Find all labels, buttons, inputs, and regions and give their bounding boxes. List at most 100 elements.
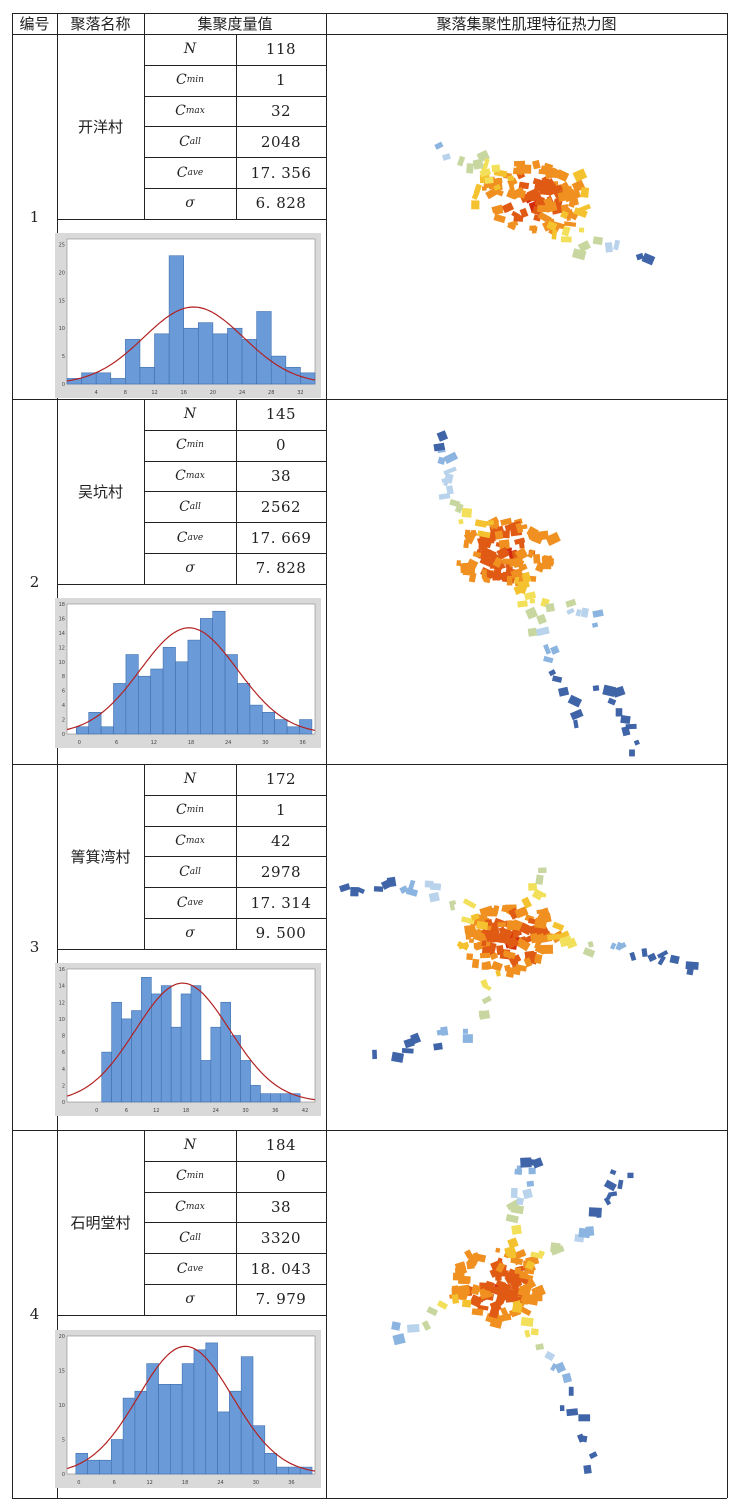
building-footprint	[568, 1386, 574, 1396]
normal-curve	[66, 627, 316, 731]
metric-subscript: max	[185, 105, 205, 116]
metric-symbol: C	[176, 164, 188, 181]
building-footprint	[463, 529, 478, 541]
building-footprint	[391, 1321, 401, 1331]
building-footprint	[478, 1009, 491, 1020]
building-footprint	[433, 1042, 443, 1051]
histogram-bar	[187, 639, 201, 735]
building-footprint	[350, 887, 359, 897]
building-footprint	[460, 916, 475, 925]
x-tick-label: 24	[217, 1480, 223, 1486]
metric-value: 184	[265, 1136, 297, 1155]
building-footprint	[468, 572, 477, 583]
building-footprint	[493, 1302, 502, 1312]
building-footprint	[505, 1213, 519, 1224]
metric-label: N	[144, 764, 236, 795]
x-tick-label: 30	[253, 1480, 259, 1486]
village-name: 石明堂村	[70, 1213, 131, 1232]
histogram-bar	[260, 1093, 271, 1103]
metric-symbol: N	[183, 406, 197, 423]
building-footprint	[479, 168, 492, 178]
heatmap-svg	[339, 867, 699, 1063]
building-footprint	[686, 966, 694, 976]
building-footprint	[577, 1433, 586, 1443]
y-tick-label: 20	[59, 1334, 65, 1340]
y-tick-label: 0	[62, 732, 65, 738]
building-footprint	[588, 1207, 602, 1218]
building-footprint	[428, 892, 440, 903]
building-footprint	[477, 530, 491, 539]
village-name: 吴坑村	[77, 482, 123, 501]
building-footprint	[421, 1320, 432, 1331]
building-footprint	[551, 675, 563, 683]
building-footprint	[541, 556, 551, 562]
building-footprint	[527, 1296, 539, 1306]
building-footprint	[629, 951, 637, 962]
x-tick-label: 12	[146, 1480, 152, 1486]
building-footprint	[405, 887, 419, 897]
metric-value: 32	[270, 101, 292, 120]
metric-label: σ	[144, 918, 236, 949]
building-footprint	[461, 507, 473, 518]
histogram-bar	[240, 1356, 254, 1475]
header-id: 编号	[19, 15, 50, 33]
building-footprint	[506, 920, 518, 930]
building-footprint	[647, 952, 657, 962]
section-rule	[12, 399, 727, 400]
building-footprint	[510, 1187, 518, 1199]
building-footprint	[372, 1049, 378, 1060]
metric-symbol: C	[176, 894, 188, 911]
building-footprint	[373, 886, 384, 892]
building-footprint	[578, 1414, 591, 1422]
building-footprint	[441, 477, 452, 483]
building-footprint	[497, 922, 506, 927]
building-footprint	[512, 1249, 527, 1261]
building-footprint	[495, 1273, 502, 1281]
building-footprint	[391, 1051, 405, 1063]
building-footprint	[575, 608, 582, 617]
building-footprint	[436, 430, 449, 442]
metric-rule	[144, 825, 326, 827]
building-footprint	[533, 933, 546, 945]
building-footprint	[471, 958, 480, 969]
histogram-bar	[276, 1466, 289, 1475]
building-footprint	[472, 551, 482, 558]
histogram-bar	[75, 1453, 88, 1475]
metric-label: N	[144, 34, 236, 65]
y-tick-label: 6	[62, 1050, 65, 1056]
building-footprint	[566, 607, 575, 615]
building-footprint	[543, 643, 552, 655]
y-tick-label: 5	[62, 354, 65, 360]
histogram-bar	[279, 1093, 291, 1103]
histogram-bar	[99, 1459, 112, 1475]
building-footprint	[592, 685, 600, 692]
building-footprint	[471, 200, 480, 210]
histogram-bar	[264, 1453, 277, 1475]
x-tick-label: 18	[182, 1480, 188, 1486]
histogram-bar	[299, 719, 313, 735]
building-footprint	[546, 220, 558, 232]
x-tick-label: 36	[299, 740, 305, 746]
building-footprint	[458, 941, 470, 950]
histogram-bar	[200, 1060, 212, 1103]
x-tick-label: 28	[268, 390, 274, 396]
building-footprint	[527, 549, 535, 559]
building-footprint	[438, 492, 451, 500]
metric-rule	[144, 522, 326, 524]
building-footprint	[477, 1304, 489, 1311]
building-footprint	[657, 950, 669, 959]
histogram-bar	[170, 1383, 183, 1475]
building-footprint	[502, 530, 510, 539]
histogram-bar	[181, 1363, 195, 1475]
building-footprint	[567, 694, 583, 708]
building-footprint	[446, 485, 454, 495]
metric-rule	[144, 460, 326, 462]
header-heatmap: 聚落集聚性肌理特征热力图	[436, 15, 617, 33]
histogram-bar	[101, 1051, 112, 1103]
building-footprint	[534, 917, 548, 930]
building-footprint	[532, 159, 541, 170]
building-footprint	[472, 932, 485, 942]
village-id: 3	[29, 938, 40, 956]
